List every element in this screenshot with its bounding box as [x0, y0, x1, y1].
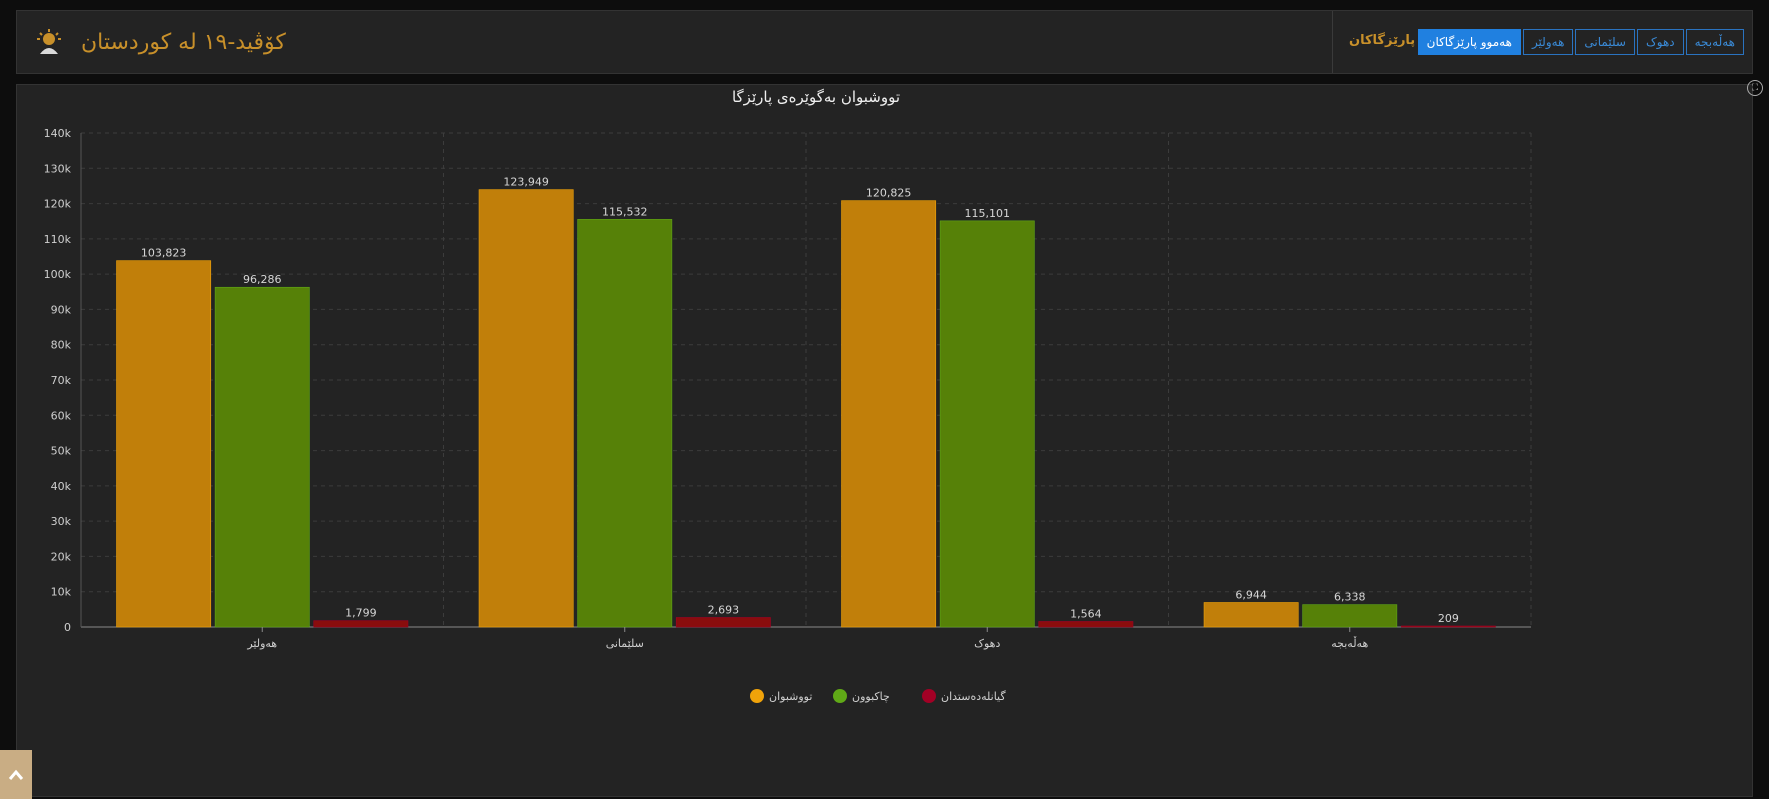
province-button-group: هەڵەبجە دهوک سلێمانی هەولێر هەموو پارێزگ…	[1416, 29, 1744, 55]
y-tick-label: 110k	[44, 233, 72, 246]
legend-marker	[833, 689, 847, 703]
bar-2-1	[214, 286, 310, 628]
province-button-erbil[interactable]: هەولێر	[1522, 29, 1574, 55]
legend-label: گیانلەدەستدان	[941, 690, 1006, 703]
province-button-all[interactable]: هەموو پارێزگاکان	[1417, 29, 1521, 55]
chart-panel: تووشبوان بەگوێرەی پارێزگا 0 10k 20k 30k 40k 50…	[16, 84, 1753, 797]
y-tick-label: 70k	[51, 374, 72, 387]
app-title: کۆڤید-١٩ له کوردستان	[81, 29, 286, 55]
province-button-sulaymaniyah[interactable]: سلێمانی	[1575, 29, 1635, 55]
data-label: 120,825	[866, 187, 912, 200]
y-tick-label: 80k	[51, 339, 72, 352]
bar-3-2	[675, 617, 771, 628]
data-label: 209	[1438, 612, 1459, 625]
nav-label: پارێزگاکان	[1349, 33, 1416, 48]
x-tick-label: سلێمانی	[606, 637, 644, 650]
y-tick-label: 140k	[44, 127, 72, 140]
bar-1-3	[841, 200, 937, 628]
bar-2-4	[1302, 604, 1398, 628]
data-label: 2,693	[708, 603, 740, 616]
data-label: 115,101	[965, 207, 1011, 220]
x-tick-label: هەولێر	[246, 637, 277, 650]
legend-label: چاکبوون	[852, 690, 890, 703]
bar-3-1	[313, 620, 409, 628]
y-tick-label: 120k	[44, 198, 72, 211]
y-tick-label: 40k	[51, 480, 72, 493]
province-button-duhok[interactable]: دهوک	[1637, 29, 1684, 55]
back-to-top-button[interactable]	[0, 750, 32, 799]
y-tick-label: 10k	[51, 586, 72, 599]
data-label: 1,564	[1070, 607, 1102, 620]
chart-title: تووشبوان بەگوێرەی پارێزگا	[732, 88, 900, 107]
legend-marker	[750, 689, 764, 703]
legend-label: تووشبوان	[769, 690, 812, 703]
x-tick-label: هەڵەبجە	[1331, 636, 1368, 650]
chevron-up-icon	[8, 769, 24, 780]
app-header: کۆڤید-١٩ له کوردستان پارێزگاکان هەڵەبجە …	[16, 10, 1753, 74]
y-tick-label: 50k	[51, 445, 72, 458]
bar-3-4	[1400, 625, 1496, 628]
sun-emblem-icon	[37, 29, 61, 54]
province-nav: پارێزگاکان هەڵەبجە دهوک سلێمانی هەولێر ه…	[1332, 11, 1752, 73]
data-label: 123,949	[503, 176, 549, 189]
brand: کۆڤید-١٩ له کوردستان	[35, 11, 286, 73]
y-tick-label: 130k	[44, 162, 72, 175]
y-tick-label: 90k	[51, 303, 72, 316]
bar-1-4	[1203, 602, 1299, 628]
y-tick-label: 20k	[51, 550, 72, 563]
data-label: 1,799	[345, 607, 377, 620]
y-tick-label: 60k	[51, 409, 72, 422]
bar-1-1	[116, 260, 212, 628]
y-tick-label: 0	[64, 621, 71, 634]
bar-1-2	[478, 189, 574, 628]
bar-2-2	[577, 219, 673, 628]
data-label: 103,823	[141, 247, 187, 260]
data-label: 115,532	[602, 205, 648, 218]
data-label: 6,944	[1235, 588, 1267, 601]
y-tick-label: 30k	[51, 515, 72, 528]
legend-marker	[922, 689, 936, 703]
data-label: 96,286	[243, 273, 282, 286]
bar-3-3	[1038, 621, 1134, 628]
data-label: 6,338	[1334, 591, 1366, 604]
x-tick-label: دهوک	[974, 637, 1000, 650]
bar-2-3	[939, 220, 1035, 628]
y-tick-label: 100k	[44, 268, 72, 281]
province-button-halabja[interactable]: هەڵەبجە	[1685, 29, 1744, 55]
bar-chart: تووشبوان بەگوێرەی پارێزگا 0 10k 20k 30k 40k 50…	[44, 88, 1532, 703]
fullscreen-icon[interactable]: ⛶	[1747, 80, 1763, 96]
